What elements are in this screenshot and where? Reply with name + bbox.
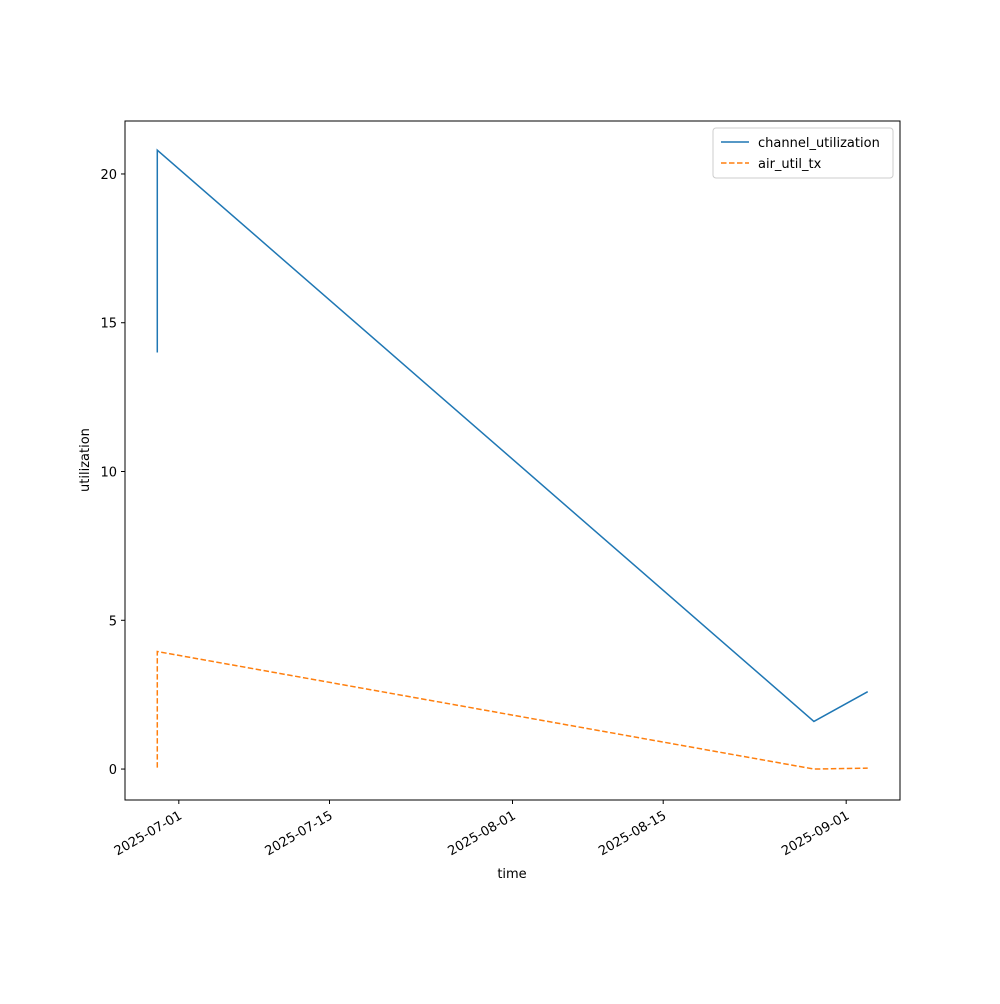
- x-tick-label: 2025-08-01: [446, 808, 519, 859]
- y-tick-label: 10: [100, 466, 117, 481]
- y-axis-label: utilization: [78, 428, 93, 492]
- legend-box: [712, 127, 894, 179]
- legend-label: channel_utilization: [758, 136, 880, 151]
- series-line: [156, 148, 869, 723]
- y-tick-label: 0: [109, 763, 117, 778]
- y-tick-label: 20: [100, 168, 117, 183]
- x-tick-label: 2025-07-15: [263, 808, 336, 859]
- x-tick-label: 2025-09-01: [779, 808, 852, 859]
- y-tick-label: 5: [109, 614, 117, 629]
- x-tick-label: 2025-07-01: [112, 808, 185, 859]
- x-axis-label: time: [497, 867, 526, 882]
- x-tick-label: 2025-08-15: [596, 808, 669, 859]
- series-line: [156, 650, 868, 770]
- y-tick-label: 15: [100, 317, 117, 332]
- legend-label: air_util_tx: [758, 157, 822, 172]
- legend: channel_utilization air_util_tx: [712, 127, 894, 179]
